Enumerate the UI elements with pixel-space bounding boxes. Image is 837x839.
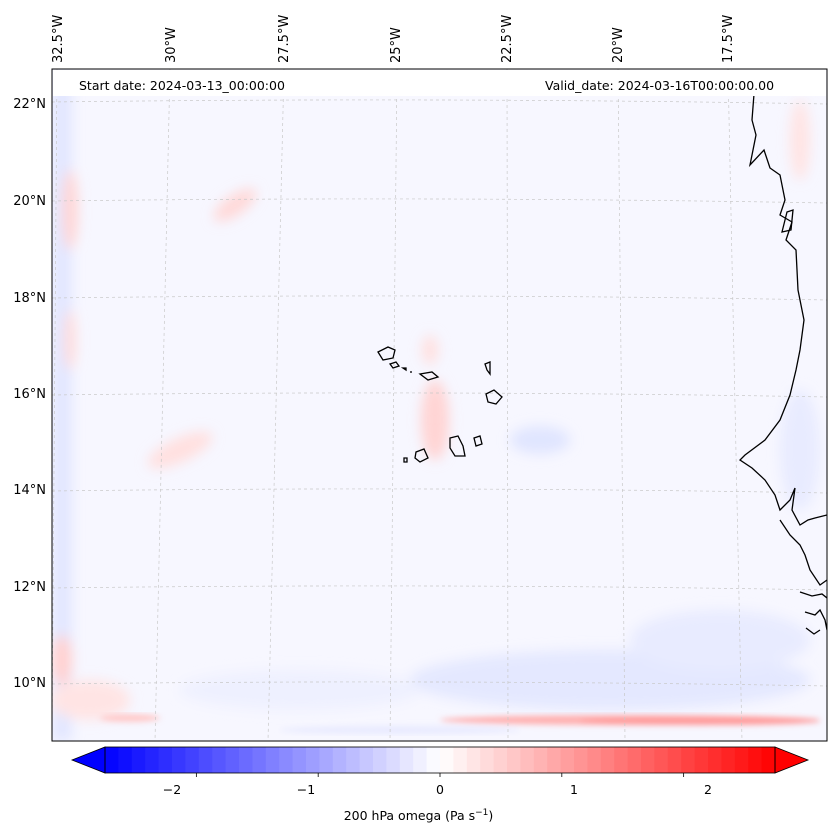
colorbar-extend-high: [774, 746, 810, 774]
colorbar-cell: [225, 747, 240, 773]
gridlines: [52, 69, 827, 741]
colorbar-label-main: 200 hPa omega (Pa s: [343, 808, 476, 824]
colorbar-tick-label: 1: [570, 782, 578, 797]
colorbar-cell: [708, 747, 722, 773]
colorbar-cell: [574, 747, 588, 773]
colorbar-cell: [748, 747, 763, 773]
colorbar-label: 200 hPa omega (Pa s−1): [0, 808, 837, 823]
colorbar-cell: [359, 747, 374, 773]
colorbar-cell: [239, 747, 253, 773]
colorbar-cell: [399, 747, 414, 773]
colorbar-cell: [332, 747, 347, 773]
colorbar-cell: [520, 747, 535, 773]
start-date-text: Start date: 2024-03-13_00:00:00: [79, 78, 285, 93]
colorbar-tick-label: −1: [296, 782, 316, 797]
colorbar-cell: [198, 747, 213, 773]
colorbar-cell: [587, 747, 602, 773]
colorbar-label-superscript: −1: [475, 808, 489, 818]
colorbar-cell: [131, 747, 146, 773]
info-banner: [53, 70, 826, 96]
map-frame: [51, 68, 828, 742]
colorbar-cell: [734, 747, 749, 773]
colorbar-cell: [292, 747, 307, 773]
lon-label-20w: 20°W: [611, 27, 626, 63]
colorbar-cell: [493, 747, 508, 773]
colorbar-cell: [453, 747, 468, 773]
colorbar-cell: [185, 747, 200, 773]
colorbar-cell: [654, 747, 669, 773]
colorbar-cell: [667, 747, 682, 773]
colorbar-cell: [158, 747, 173, 773]
colorbar-tick-label: −2: [162, 782, 182, 797]
colorbar-tick-label: 2: [704, 782, 712, 797]
colorbar-cell: [641, 747, 655, 773]
omega-field: [52, 69, 820, 741]
colorbar-cell: [145, 747, 160, 773]
lon-label-30w: 30°W: [164, 27, 179, 63]
colorbar-cell: [252, 747, 267, 773]
lat-label-14n: 14°N: [13, 483, 46, 498]
colorbar-cell: [279, 747, 294, 773]
colorbar-cell: [507, 747, 521, 773]
colorbar-cell: [694, 747, 709, 773]
cape-verde-islands: [377, 346, 503, 463]
lat-label-22n: 22°N: [13, 97, 46, 112]
colorbar-cell: [627, 747, 642, 773]
colorbar-cell: [681, 747, 696, 773]
lon-label-27-5w: 27.5°W: [277, 14, 292, 63]
lat-label-12n: 12°N: [13, 580, 46, 595]
lat-label-20n: 20°N: [13, 194, 46, 209]
lon-label-22-5w: 22.5°W: [500, 14, 515, 63]
colorbar-cell: [346, 747, 361, 773]
colorbar-cell: [105, 747, 119, 773]
colorbar-cell: [306, 747, 320, 773]
colorbar-cell: [721, 747, 736, 773]
lon-label-17-5w: 17.5°W: [721, 14, 736, 63]
colorbar-cell: [413, 747, 428, 773]
colorbar-cell: [265, 747, 280, 773]
colorbar-cell: [373, 747, 387, 773]
colorbar-cell: [560, 747, 575, 773]
valid-date-text: Valid_date: 2024-03-16T00:00:00.00: [545, 78, 775, 93]
colorbar-cell: [118, 747, 133, 773]
colorbar-label-end: ): [488, 808, 494, 824]
lat-label-16n: 16°N: [13, 387, 46, 402]
colorbar-cell: [547, 747, 562, 773]
colorbar: [70, 746, 810, 777]
colorbar-tick-label: 0: [436, 782, 444, 797]
colorbar-cell: [614, 747, 629, 773]
colorbar-cell: [466, 747, 481, 773]
colorbar-extend-low: [70, 746, 106, 774]
colorbar-cell: [480, 747, 495, 773]
colorbar-cell: [212, 747, 227, 773]
lat-label-10n: 10°N: [13, 676, 46, 691]
colorbar-cell: [386, 747, 401, 773]
colorbar-cell: [533, 747, 548, 773]
colorbar-cell: [600, 747, 615, 773]
lat-label-18n: 18°N: [13, 291, 46, 306]
colorbar-cell: [761, 747, 776, 773]
colorbar-cell: [440, 747, 454, 773]
colorbar-cell: [172, 747, 186, 773]
lon-label-25w: 25°W: [389, 27, 404, 63]
colorbar-cell: [426, 747, 441, 773]
lon-label-32-5w: 32.5°W: [51, 14, 66, 63]
coastline: [738, 93, 827, 635]
colorbar-cell: [319, 747, 334, 773]
